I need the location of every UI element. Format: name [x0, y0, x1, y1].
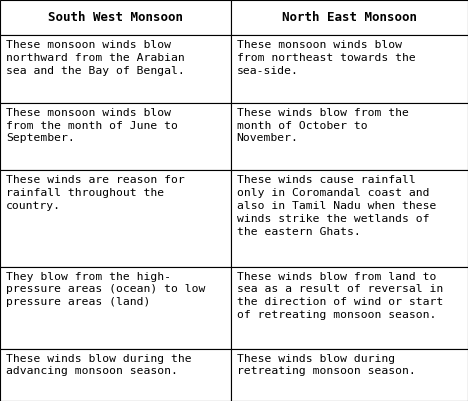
Text: These winds blow from the
month of October to
November.: These winds blow from the month of Octob…: [237, 108, 409, 143]
Bar: [231, 267, 468, 348]
Text: These monsoon winds blow
from northeast towards the
sea-side.: These monsoon winds blow from northeast …: [237, 40, 416, 75]
Text: These winds are reason for
rainfall throughout the
country.: These winds are reason for rainfall thro…: [6, 176, 185, 211]
Text: These winds blow from land to
sea as a result of reversal in
the direction of wi: These winds blow from land to sea as a r…: [237, 271, 443, 320]
Bar: [0, 267, 231, 348]
Text: They blow from the high-
pressure areas (ocean) to low
pressure areas (land): They blow from the high- pressure areas …: [6, 271, 205, 307]
Bar: [0, 35, 231, 103]
Bar: [0, 170, 231, 267]
Bar: [0, 103, 231, 170]
Text: South West Monsoon: South West Monsoon: [48, 11, 183, 24]
Bar: [231, 348, 468, 401]
Bar: [231, 170, 468, 267]
Bar: [0, 0, 231, 35]
Text: These monsoon winds blow
from the month of June to
September.: These monsoon winds blow from the month …: [6, 108, 178, 143]
Text: These winds blow during the
advancing monsoon season.: These winds blow during the advancing mo…: [6, 354, 191, 377]
Bar: [231, 103, 468, 170]
Bar: [231, 35, 468, 103]
Bar: [231, 0, 468, 35]
Text: North East Monsoon: North East Monsoon: [282, 11, 417, 24]
Text: These winds cause rainfall
only in Coromandal coast and
also in Tamil Nadu when : These winds cause rainfall only in Corom…: [237, 176, 436, 237]
Text: These winds blow during
retreating monsoon season.: These winds blow during retreating monso…: [237, 354, 416, 377]
Text: These monsoon winds blow
northward from the Arabian
sea and the Bay of Bengal.: These monsoon winds blow northward from …: [6, 40, 185, 75]
Bar: [0, 348, 231, 401]
